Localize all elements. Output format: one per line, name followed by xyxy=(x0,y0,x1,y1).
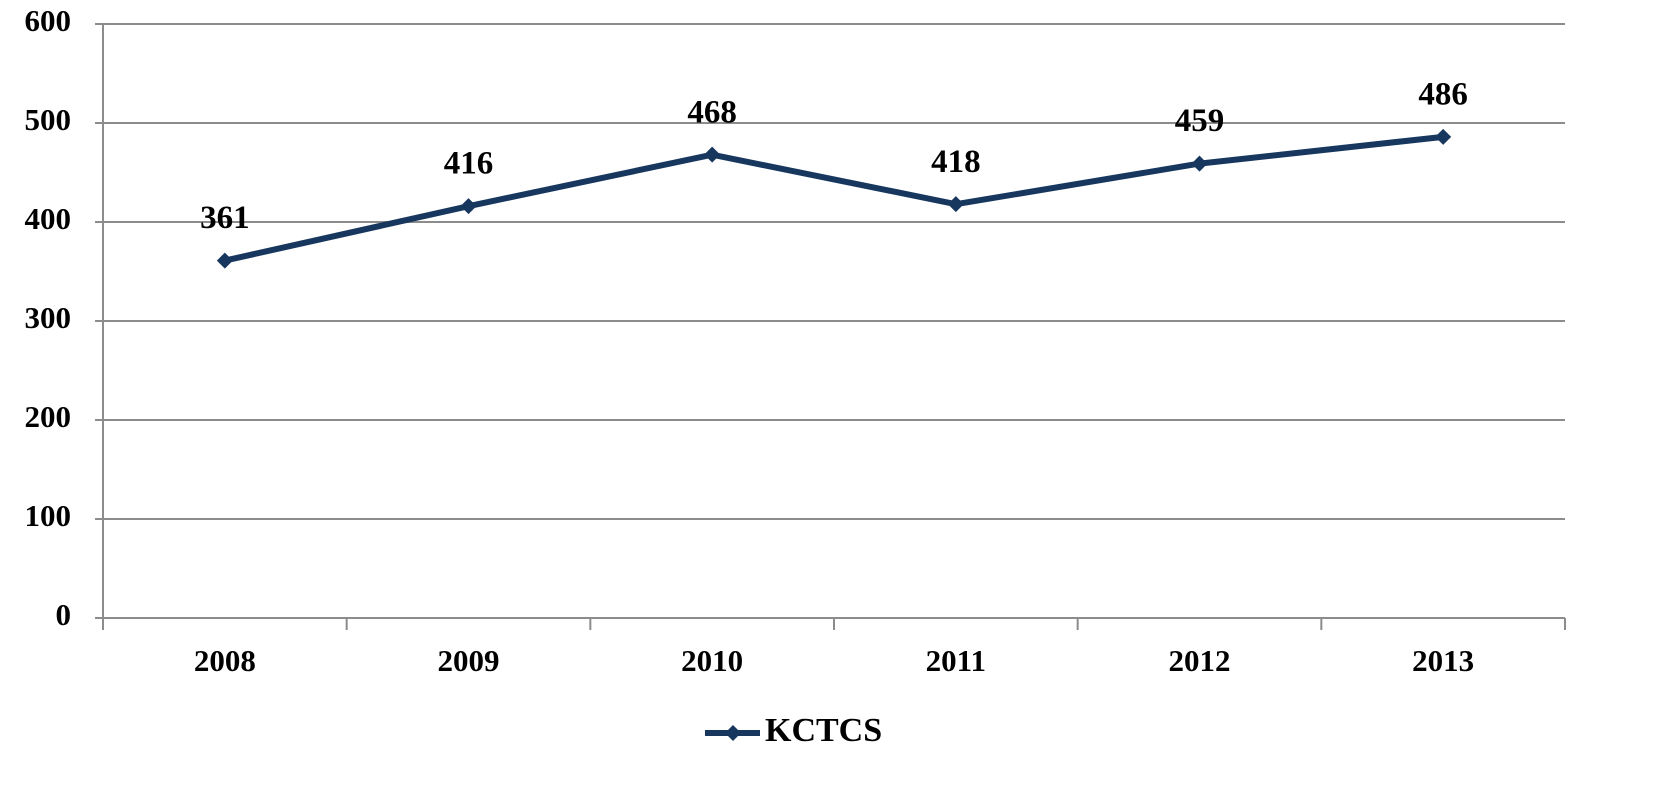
x-tick-label: 2010 xyxy=(681,643,743,678)
y-tick-label: 400 xyxy=(25,201,72,236)
x-tick-label: 2011 xyxy=(926,643,986,678)
data-label: 459 xyxy=(1175,103,1225,139)
point-marker xyxy=(1435,128,1452,145)
data-label: 486 xyxy=(1418,76,1468,112)
data-label: 468 xyxy=(687,94,737,130)
y-tick-label: 100 xyxy=(25,498,72,533)
x-tick-label: 2013 xyxy=(1412,643,1474,678)
y-tick-label: 500 xyxy=(25,102,72,137)
point-marker xyxy=(704,146,721,163)
x-tick-label: 2008 xyxy=(194,643,256,678)
x-tick-label: 2009 xyxy=(438,643,500,678)
y-tick-label: 600 xyxy=(25,3,72,38)
legend-marker xyxy=(725,725,741,741)
data-label: 416 xyxy=(444,146,494,182)
point-marker xyxy=(216,252,233,269)
point-marker xyxy=(947,196,964,213)
y-tick-label: 200 xyxy=(25,399,72,434)
point-marker xyxy=(1191,155,1208,172)
data-label: 418 xyxy=(931,144,981,180)
x-tick-label: 2012 xyxy=(1169,643,1231,678)
y-tick-label: 300 xyxy=(25,300,72,335)
point-marker xyxy=(460,198,477,215)
data-label: 361 xyxy=(200,200,250,236)
series-line xyxy=(224,133,1444,264)
y-tick-label: 0 xyxy=(56,597,72,632)
legend-label: KCTCS xyxy=(765,712,882,749)
